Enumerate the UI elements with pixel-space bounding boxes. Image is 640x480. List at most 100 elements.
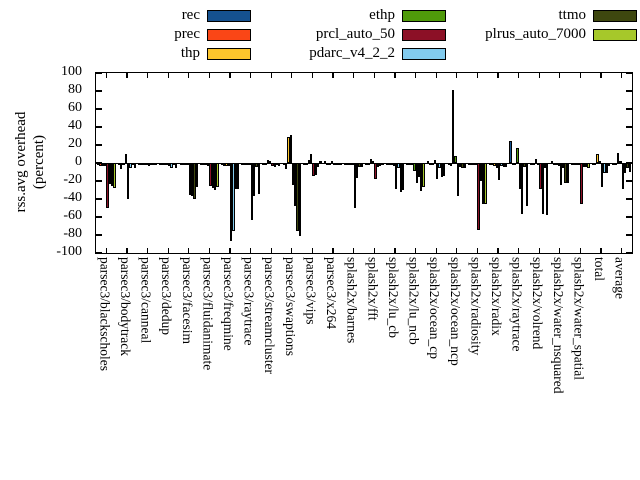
y-tick-mark <box>96 144 102 146</box>
x-tick-mark <box>456 73 458 78</box>
x-tick-mark <box>353 248 355 253</box>
y-tick-mark <box>626 198 632 200</box>
bar-ttmo <box>543 163 547 168</box>
bar-pdarc_v4_2_2 <box>273 163 276 167</box>
bar-rec <box>220 163 224 165</box>
x-tick-label: splash2x/radiosity <box>468 257 484 356</box>
bar-ethp <box>186 163 189 165</box>
bar-thp <box>163 163 166 165</box>
bar-ttmo <box>502 163 505 167</box>
x-tick-label: splash2x/lu_ncb <box>406 257 422 345</box>
bar-ethp <box>516 147 519 163</box>
legend-label: plrus_auto_7000 <box>485 26 586 42</box>
x-tick-label: splash2x/water_nsquared <box>550 257 566 394</box>
bar-rec <box>447 163 450 165</box>
bar-thp <box>287 136 290 163</box>
bar-ttmo <box>337 163 340 165</box>
bar-prec <box>491 163 494 165</box>
bar-plrus_auto_7000 <box>443 163 446 176</box>
bar-ethp <box>598 161 602 164</box>
x-tick-mark <box>518 248 520 253</box>
x-tick-label: splash2x/ocean_cp <box>427 257 443 359</box>
bar-ethp <box>124 154 127 163</box>
bar-pdarc_v4_2_2 <box>294 163 297 207</box>
y-tick-mark <box>96 72 102 74</box>
bar-rec <box>282 163 285 165</box>
x-tick-label: parsec3/freqmine <box>221 257 236 351</box>
bar-plrus_auto_7000 <box>587 163 590 168</box>
bar-ethp <box>392 163 395 166</box>
y-tick-mark <box>626 234 632 236</box>
bar-prec <box>511 163 514 165</box>
y-tick-mark <box>96 180 102 182</box>
bar-rec <box>406 163 409 165</box>
bar-plrus_auto_7000 <box>175 163 178 168</box>
x-tick-mark <box>414 248 417 253</box>
bar-prcl_auto_50 <box>230 163 233 242</box>
x-tick-mark <box>600 73 602 78</box>
y-tick-mark <box>96 126 102 128</box>
bar-ethp <box>330 161 334 164</box>
y-tick-mark <box>626 252 632 254</box>
x-tick-label: splash2x/raytrace <box>509 257 525 352</box>
bar-rec <box>241 163 244 165</box>
bar-prec <box>449 163 453 166</box>
y-tick-mark <box>626 90 632 92</box>
bar-prcl_auto_50 <box>580 163 583 205</box>
x-tick-label: splash2x/volrend <box>530 257 546 350</box>
bar-rec <box>138 163 141 165</box>
bar-plrus_auto_7000 <box>195 163 198 188</box>
legend-swatch-ttmo <box>593 9 637 22</box>
y-tick-mark <box>96 198 102 200</box>
x-tick-label: parsec3/facesim <box>179 257 195 344</box>
x-tick-mark <box>311 73 314 78</box>
bar-prec <box>388 163 391 165</box>
bar-pdarc_v4_2_2 <box>417 163 421 178</box>
bar-pdarc_v4_2_2 <box>623 163 627 173</box>
bar-thp <box>472 163 476 165</box>
x-tick-label: splash2x/ocean_ncp <box>447 257 463 366</box>
legend-label: prcl_auto_50 <box>315 26 395 42</box>
legend-swatch-pdarc_v4_2_2 <box>402 47 446 60</box>
x-tick-mark <box>270 73 272 78</box>
bar-ttmo <box>234 163 237 190</box>
x-tick-label: parsec3/streamcluster <box>262 257 278 374</box>
x-tick-mark <box>250 248 252 253</box>
x-tick-mark <box>332 248 334 253</box>
x-tick-label: total <box>592 257 608 281</box>
y-tick-mark <box>626 72 632 74</box>
bar-prec <box>305 163 308 165</box>
x-tick-mark <box>208 73 210 78</box>
legend-label: ethp <box>369 7 395 23</box>
bar-prcl_auto_50 <box>456 163 460 197</box>
bar-thp <box>225 163 228 166</box>
bar-ethp <box>207 163 210 166</box>
legend-column: ttmo plrus_auto_7000 <box>411 6 637 44</box>
bar-ethp <box>536 163 540 165</box>
bar-ethp <box>104 163 107 166</box>
bar-thp <box>410 163 414 165</box>
x-tick-mark <box>373 248 375 253</box>
bar-ethp <box>557 163 560 166</box>
bar-ttmo <box>296 163 299 231</box>
bar-plrus_auto_7000 <box>546 163 549 216</box>
bar-pdarc_v4_2_2 <box>108 163 111 184</box>
bar-prec <box>264 163 267 165</box>
legend-label: prec <box>174 26 200 42</box>
bar-plrus_auto_7000 <box>360 163 363 167</box>
x-tick-label: average <box>612 257 628 299</box>
bar-ttmo <box>523 163 526 167</box>
x-tick-mark <box>497 248 499 253</box>
bar-prcl_auto_50 <box>518 163 521 190</box>
x-tick-mark <box>105 73 107 78</box>
bar-pdarc_v4_2_2 <box>232 163 235 232</box>
legend: rec prec thp ethp prcl_auto_50 pdarc_v4_2_2 tt… <box>0 6 640 64</box>
bar-prcl_auto_50 <box>312 163 315 176</box>
bar-plrus_auto_7000 <box>133 163 137 169</box>
bar-pdarc_v4_2_2 <box>211 163 214 189</box>
bar-rec <box>323 161 327 164</box>
bar-ttmo <box>420 163 423 191</box>
x-tick-mark <box>208 248 210 253</box>
bar-prec <box>594 163 597 165</box>
